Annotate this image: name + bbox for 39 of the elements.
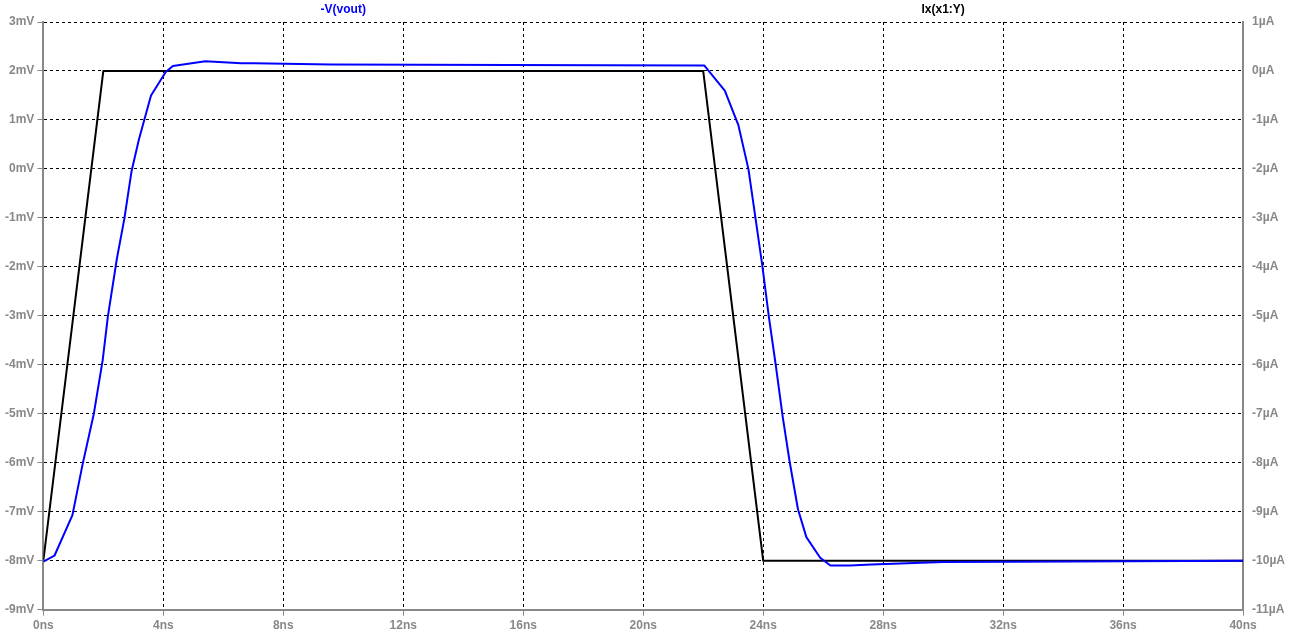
y-tick-label: -2mV — [5, 259, 35, 274]
y-tick-label: -4mV — [5, 357, 35, 372]
x-tick-label: 8ns — [272, 618, 294, 633]
y2-tick-label: -5µA — [1252, 308, 1279, 323]
y2-tick-label: -7µA — [1252, 406, 1279, 421]
y-tick-label: 2mV — [8, 63, 35, 78]
y2-tick-label: -1µA — [1252, 112, 1279, 127]
y-tick-label: 0mV — [8, 161, 35, 176]
x-tick-label: 36ns — [1109, 618, 1138, 633]
x-tick-label: 4ns — [152, 618, 174, 633]
x-tick-label: 24ns — [749, 618, 778, 633]
x-tick-label: 32ns — [989, 618, 1018, 633]
x-tick-label: 0ns — [33, 618, 54, 633]
y2-tick-label: -4µA — [1252, 259, 1279, 274]
x-tick-label: 16ns — [509, 618, 538, 633]
y-tick-label: -1mV — [5, 210, 35, 225]
text: Ix(x1:Y) — [921, 2, 965, 17]
x-tick-label: 20ns — [629, 618, 658, 633]
y-tick-label: -9mV — [5, 601, 35, 616]
y2-tick-label: 1µA — [1252, 14, 1275, 29]
y2-tick-label: -3µA — [1252, 210, 1279, 225]
y-tick-label: -7mV — [5, 503, 35, 518]
y-tick-label: 3mV — [8, 14, 35, 29]
y-tick-label: 1mV — [8, 112, 35, 127]
x-tick-label: 28ns — [869, 618, 898, 633]
y-tick-label: -3mV — [5, 308, 35, 323]
text: -V(vout) — [320, 2, 366, 17]
y2-tick-label: 0µA — [1252, 63, 1275, 78]
y-tick-label: -6mV — [5, 455, 35, 470]
y2-tick-label: -6µA — [1252, 357, 1279, 372]
y2-tick-label: -11µA — [1252, 601, 1285, 616]
y2-tick-label: -8µA — [1252, 455, 1279, 470]
y2-tick-label: -9µA — [1252, 503, 1279, 518]
y2-tick-label: -10µA — [1252, 552, 1286, 567]
y-tick-label: -8mV — [5, 552, 35, 567]
x-tick-label: 12ns — [389, 618, 418, 633]
x-tick-label: 40ns — [1229, 618, 1258, 633]
y2-tick-label: -2µA — [1252, 161, 1279, 176]
y-tick-label: -5mV — [5, 406, 35, 421]
